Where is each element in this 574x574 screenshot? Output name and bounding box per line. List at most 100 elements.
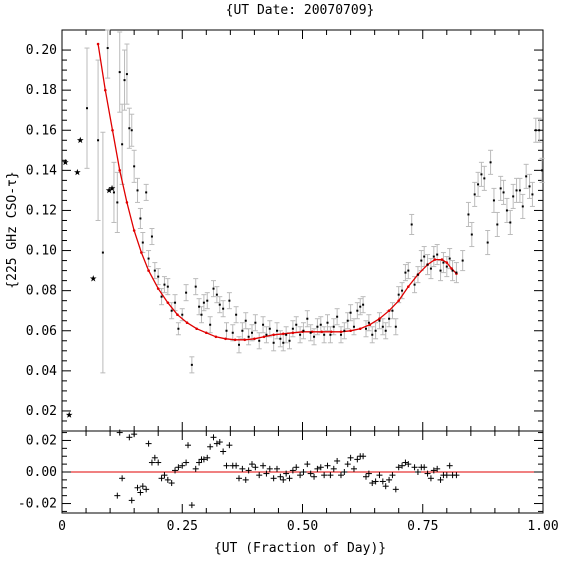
fit-point: [445, 261, 449, 264]
data-point: [455, 271, 458, 274]
x-tick-label: 0.75: [407, 519, 438, 534]
data-point: [170, 309, 173, 312]
data-point: [436, 253, 439, 256]
residual-point: [114, 492, 121, 499]
x-axis-label: {UT (Fraction of Day)}: [214, 541, 386, 556]
y-tick-label: 0.02: [26, 404, 57, 419]
fit-point: [205, 331, 208, 335]
data-point: [531, 193, 534, 196]
data-point: [515, 189, 518, 192]
data-point: [141, 241, 144, 244]
fit-point: [96, 42, 100, 46]
residual-point: [337, 472, 344, 479]
star-point: [74, 168, 81, 176]
residual-point: [236, 475, 243, 482]
residual-point: [414, 469, 421, 475]
residual-point: [210, 434, 217, 441]
data-point: [241, 329, 244, 332]
data-point: [194, 285, 197, 288]
residual-point: [314, 465, 321, 472]
data-point: [534, 129, 537, 132]
data-point: [185, 291, 188, 294]
data-point: [244, 319, 247, 322]
residual-point: [216, 439, 223, 446]
data-point: [432, 255, 435, 258]
fit-point: [272, 333, 275, 337]
data-point: [101, 251, 104, 254]
residual-point: [405, 461, 412, 468]
residual-point: [260, 462, 267, 469]
data-point: [518, 189, 521, 192]
data-point: [299, 333, 302, 336]
fit-point: [118, 169, 122, 172]
data-point: [306, 317, 309, 320]
residual-point: [392, 486, 399, 493]
residual-y-tick-labels: 0.02 0.00 -0.02: [18, 433, 57, 511]
residual-point: [446, 462, 453, 469]
data-point: [505, 209, 508, 212]
data-point: [222, 307, 225, 310]
data-point: [473, 193, 476, 196]
error-bars: [84, 29, 545, 374]
data-point: [147, 257, 150, 260]
data-point: [282, 341, 285, 344]
fit-point: [433, 258, 437, 261]
residual-point: [402, 459, 409, 466]
y-tick-label: 0.12: [26, 203, 57, 218]
residual-point: [158, 475, 165, 482]
residual-point: [379, 478, 386, 485]
data-point: [499, 187, 502, 190]
residual-point: [175, 464, 182, 471]
fit-point: [281, 332, 285, 336]
data-point: [190, 363, 193, 366]
data-point: [302, 329, 305, 332]
data-point: [483, 177, 486, 180]
residual-point: [164, 476, 171, 483]
data-point: [136, 189, 139, 192]
fit-point: [339, 330, 343, 334]
data-point: [404, 271, 407, 274]
residual-point: [330, 465, 337, 472]
star-point: [108, 184, 116, 192]
data-point: [470, 233, 473, 236]
data-point: [153, 269, 156, 272]
fit-curve-points: [96, 42, 458, 342]
data-point: [166, 285, 169, 288]
data-point: [238, 343, 241, 346]
data-point: [439, 269, 442, 272]
data-point: [323, 333, 326, 336]
data-point: [416, 273, 419, 276]
residual-point: [443, 472, 450, 479]
data-point: [174, 301, 177, 304]
residual-point: [256, 472, 263, 479]
residual-point: [151, 454, 158, 461]
data-point: [486, 241, 489, 244]
residual-point: [192, 465, 199, 472]
data-point: [521, 205, 524, 208]
residual-point: [421, 464, 428, 471]
residual-point: [360, 453, 367, 460]
data-point: [339, 333, 342, 336]
fit-point: [291, 331, 295, 335]
data-point: [384, 329, 387, 332]
data-point: [106, 47, 109, 50]
residual-point: [116, 429, 123, 436]
fit-point: [147, 269, 150, 272]
data-point: [112, 191, 115, 194]
data-point: [128, 127, 131, 130]
residual-point: [252, 464, 259, 471]
data-point: [407, 269, 410, 272]
fit-point: [440, 258, 444, 261]
residual-point: [139, 483, 146, 490]
residual-point: [148, 459, 155, 466]
residual-point: [143, 486, 150, 493]
star-point: [76, 136, 84, 144]
data-point: [461, 259, 464, 262]
data-point: [489, 161, 492, 164]
residual-point: [242, 476, 249, 483]
residual-point: [297, 472, 304, 479]
residual-point: [196, 459, 203, 466]
data-point: [528, 185, 531, 188]
data-point: [150, 235, 153, 238]
data-point: [349, 311, 352, 314]
